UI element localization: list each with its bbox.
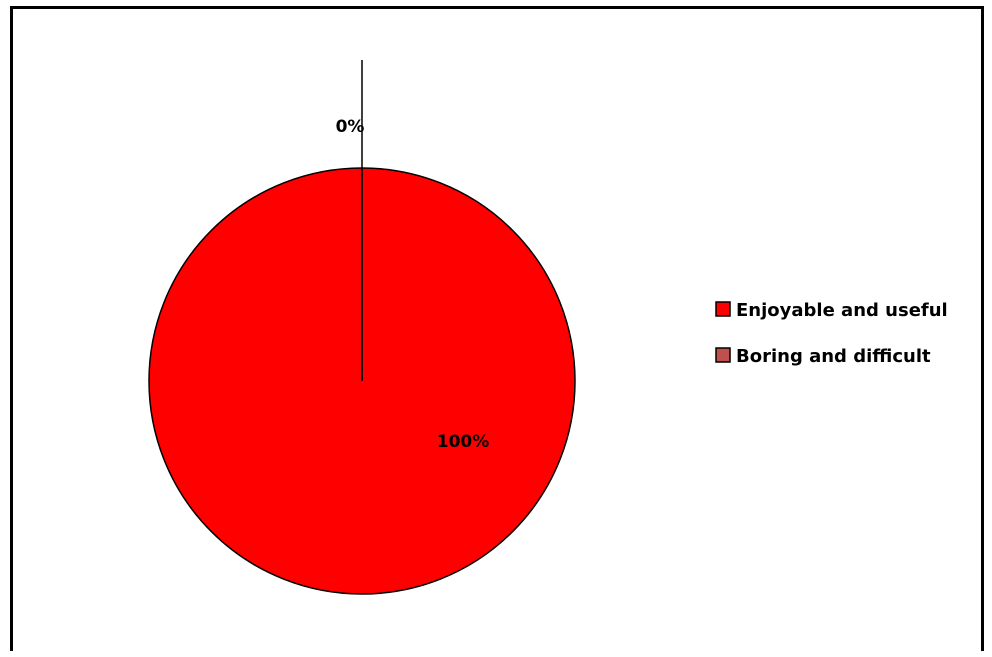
data-label-enjoyable: 100% xyxy=(437,432,490,452)
legend-swatch-enjoyable xyxy=(715,301,731,317)
legend: Enjoyable and useful Boring and difficul… xyxy=(715,300,948,367)
legend-label-enjoyable: Enjoyable and useful xyxy=(736,300,948,321)
legend-swatch-boring xyxy=(715,347,731,363)
legend-label-boring: Boring and difficult xyxy=(736,346,931,367)
data-label-boring: 0% xyxy=(336,117,365,137)
pie-slices xyxy=(148,167,576,595)
pie-data-labels: 100% 0% xyxy=(336,60,490,452)
